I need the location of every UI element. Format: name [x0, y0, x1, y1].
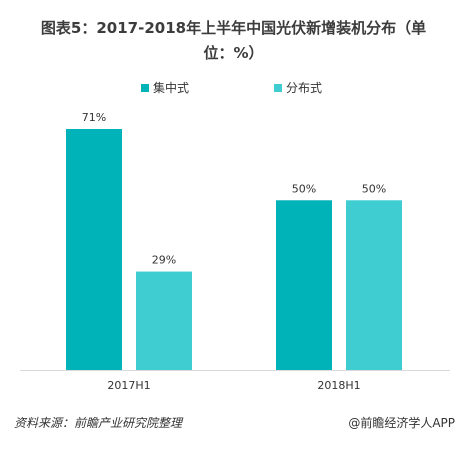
data-label-2017H1-1: 71%	[82, 111, 106, 124]
chart-title-line-1: 图表5：2017-2018年上半年中国光伏新增装机分布（单	[40, 19, 427, 37]
x-tick-label-2017H1: 2017H1	[107, 379, 150, 392]
legend-label-2: 分布式	[286, 81, 322, 95]
bar-2017H1-1	[66, 129, 122, 370]
bar-2018H1-1	[276, 200, 332, 370]
legend: 集中式 分布式	[141, 80, 322, 95]
brand-watermark: @前瞻经济学人APP	[348, 416, 455, 430]
legend-swatch-2	[274, 84, 282, 92]
legend-swatch-1	[141, 84, 149, 92]
source-note: 资料来源：前瞻产业研究院整理	[14, 416, 183, 430]
data-label-2017H1-2: 29%	[152, 254, 176, 267]
bars: 71% 29% 50% 50%	[66, 111, 402, 370]
data-label-2018H1-2: 50%	[362, 182, 386, 195]
chart-title: 图表5：2017-2018年上半年中国光伏新增装机分布（单 位：%）	[0, 16, 467, 66]
x-tick-label-2018H1: 2018H1	[317, 379, 360, 392]
x-axis-labels: 2017H1 2018H1	[107, 379, 360, 392]
bar-2017H1-2	[136, 271, 192, 370]
data-label-2018H1-1: 50%	[292, 182, 316, 195]
chart-title-line-2: 位：%）	[203, 44, 264, 62]
legend-label-1: 集中式	[153, 80, 189, 95]
bar-2018H1-2	[346, 200, 402, 370]
